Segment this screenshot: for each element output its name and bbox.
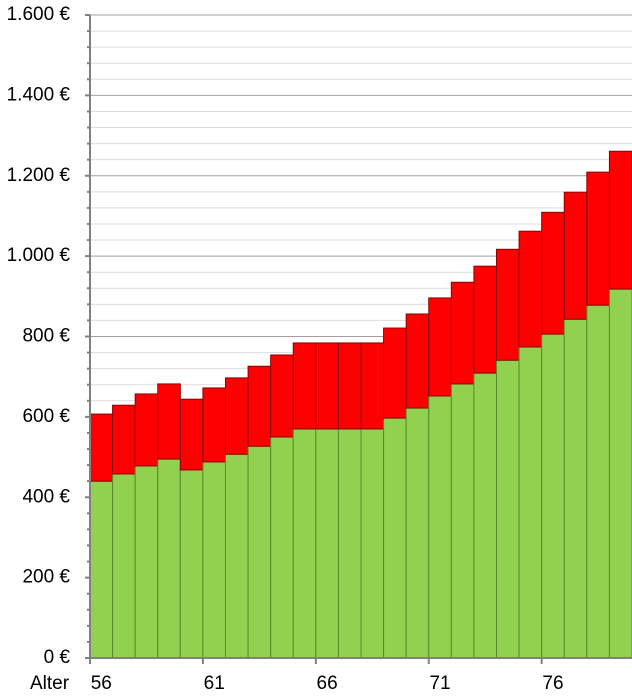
bar-segment [89, 413, 114, 482]
bar-segment [89, 480, 114, 659]
bar-segment [179, 398, 204, 471]
y-tick-label: 600 € [22, 406, 70, 427]
y-tick-label: 1.400 € [7, 84, 71, 105]
y-tick-label: 0 € [44, 647, 71, 668]
x-tick-label: 56 [91, 673, 112, 694]
bar-segment [112, 473, 136, 659]
bar-segment [292, 342, 317, 430]
bar-segment [337, 428, 362, 659]
bar-segment [112, 404, 136, 475]
bar-segment [225, 453, 249, 659]
x-tick-label: 71 [429, 673, 450, 694]
bar-segment [225, 377, 249, 455]
bar-segment [586, 171, 610, 306]
bar-segment [360, 428, 385, 659]
bar-segment [496, 248, 520, 361]
bar-segment [608, 288, 632, 659]
y-tick-label: 1.200 € [7, 165, 71, 186]
bar-segment [157, 458, 181, 659]
bar-segment [247, 445, 272, 659]
x-tick-label: 66 [317, 673, 338, 694]
bar-segment [360, 342, 385, 430]
bar-segment [473, 372, 497, 659]
bar-segment [202, 461, 227, 659]
bar-segment [450, 383, 475, 659]
bar-segment [608, 150, 632, 290]
bar-segment [496, 359, 520, 659]
bar-segment [586, 304, 610, 659]
bar-segment [383, 417, 407, 659]
bar-segment [134, 393, 159, 467]
bar-segment [563, 191, 588, 320]
y-tick-label: 200 € [22, 567, 70, 588]
x-axis-label: Alter [30, 673, 70, 694]
bar-segment [405, 407, 430, 659]
bar-segment [134, 465, 159, 659]
bar-segment [315, 428, 339, 659]
y-tick-label: 1.000 € [7, 245, 71, 266]
bar-segment [518, 230, 543, 348]
bar-segment [179, 469, 204, 659]
y-tick-label: 800 € [22, 326, 70, 347]
x-tick-label: 76 [542, 673, 563, 694]
bar-segment [247, 365, 272, 447]
y-tick-label: 1.600 € [7, 4, 71, 25]
bar-segment [473, 265, 497, 374]
bar-segment [541, 333, 565, 659]
bar-segment [428, 297, 452, 397]
bar-segment [292, 428, 317, 659]
bar-segment [315, 342, 339, 430]
bar-segment [405, 313, 430, 409]
bar-segment [428, 395, 452, 659]
bar-segment [157, 383, 181, 460]
bar-segment [270, 436, 294, 659]
x-tick-label: 61 [204, 673, 225, 694]
bar-segment [563, 318, 588, 659]
bar-segment [383, 327, 407, 419]
bar-segment [202, 387, 227, 463]
bar-segment [518, 346, 543, 659]
y-tick-label: 400 € [22, 486, 70, 507]
bar-segment [270, 354, 294, 438]
bar-segment [541, 211, 565, 335]
bar-segment [337, 342, 362, 430]
bar-segment [450, 281, 475, 385]
